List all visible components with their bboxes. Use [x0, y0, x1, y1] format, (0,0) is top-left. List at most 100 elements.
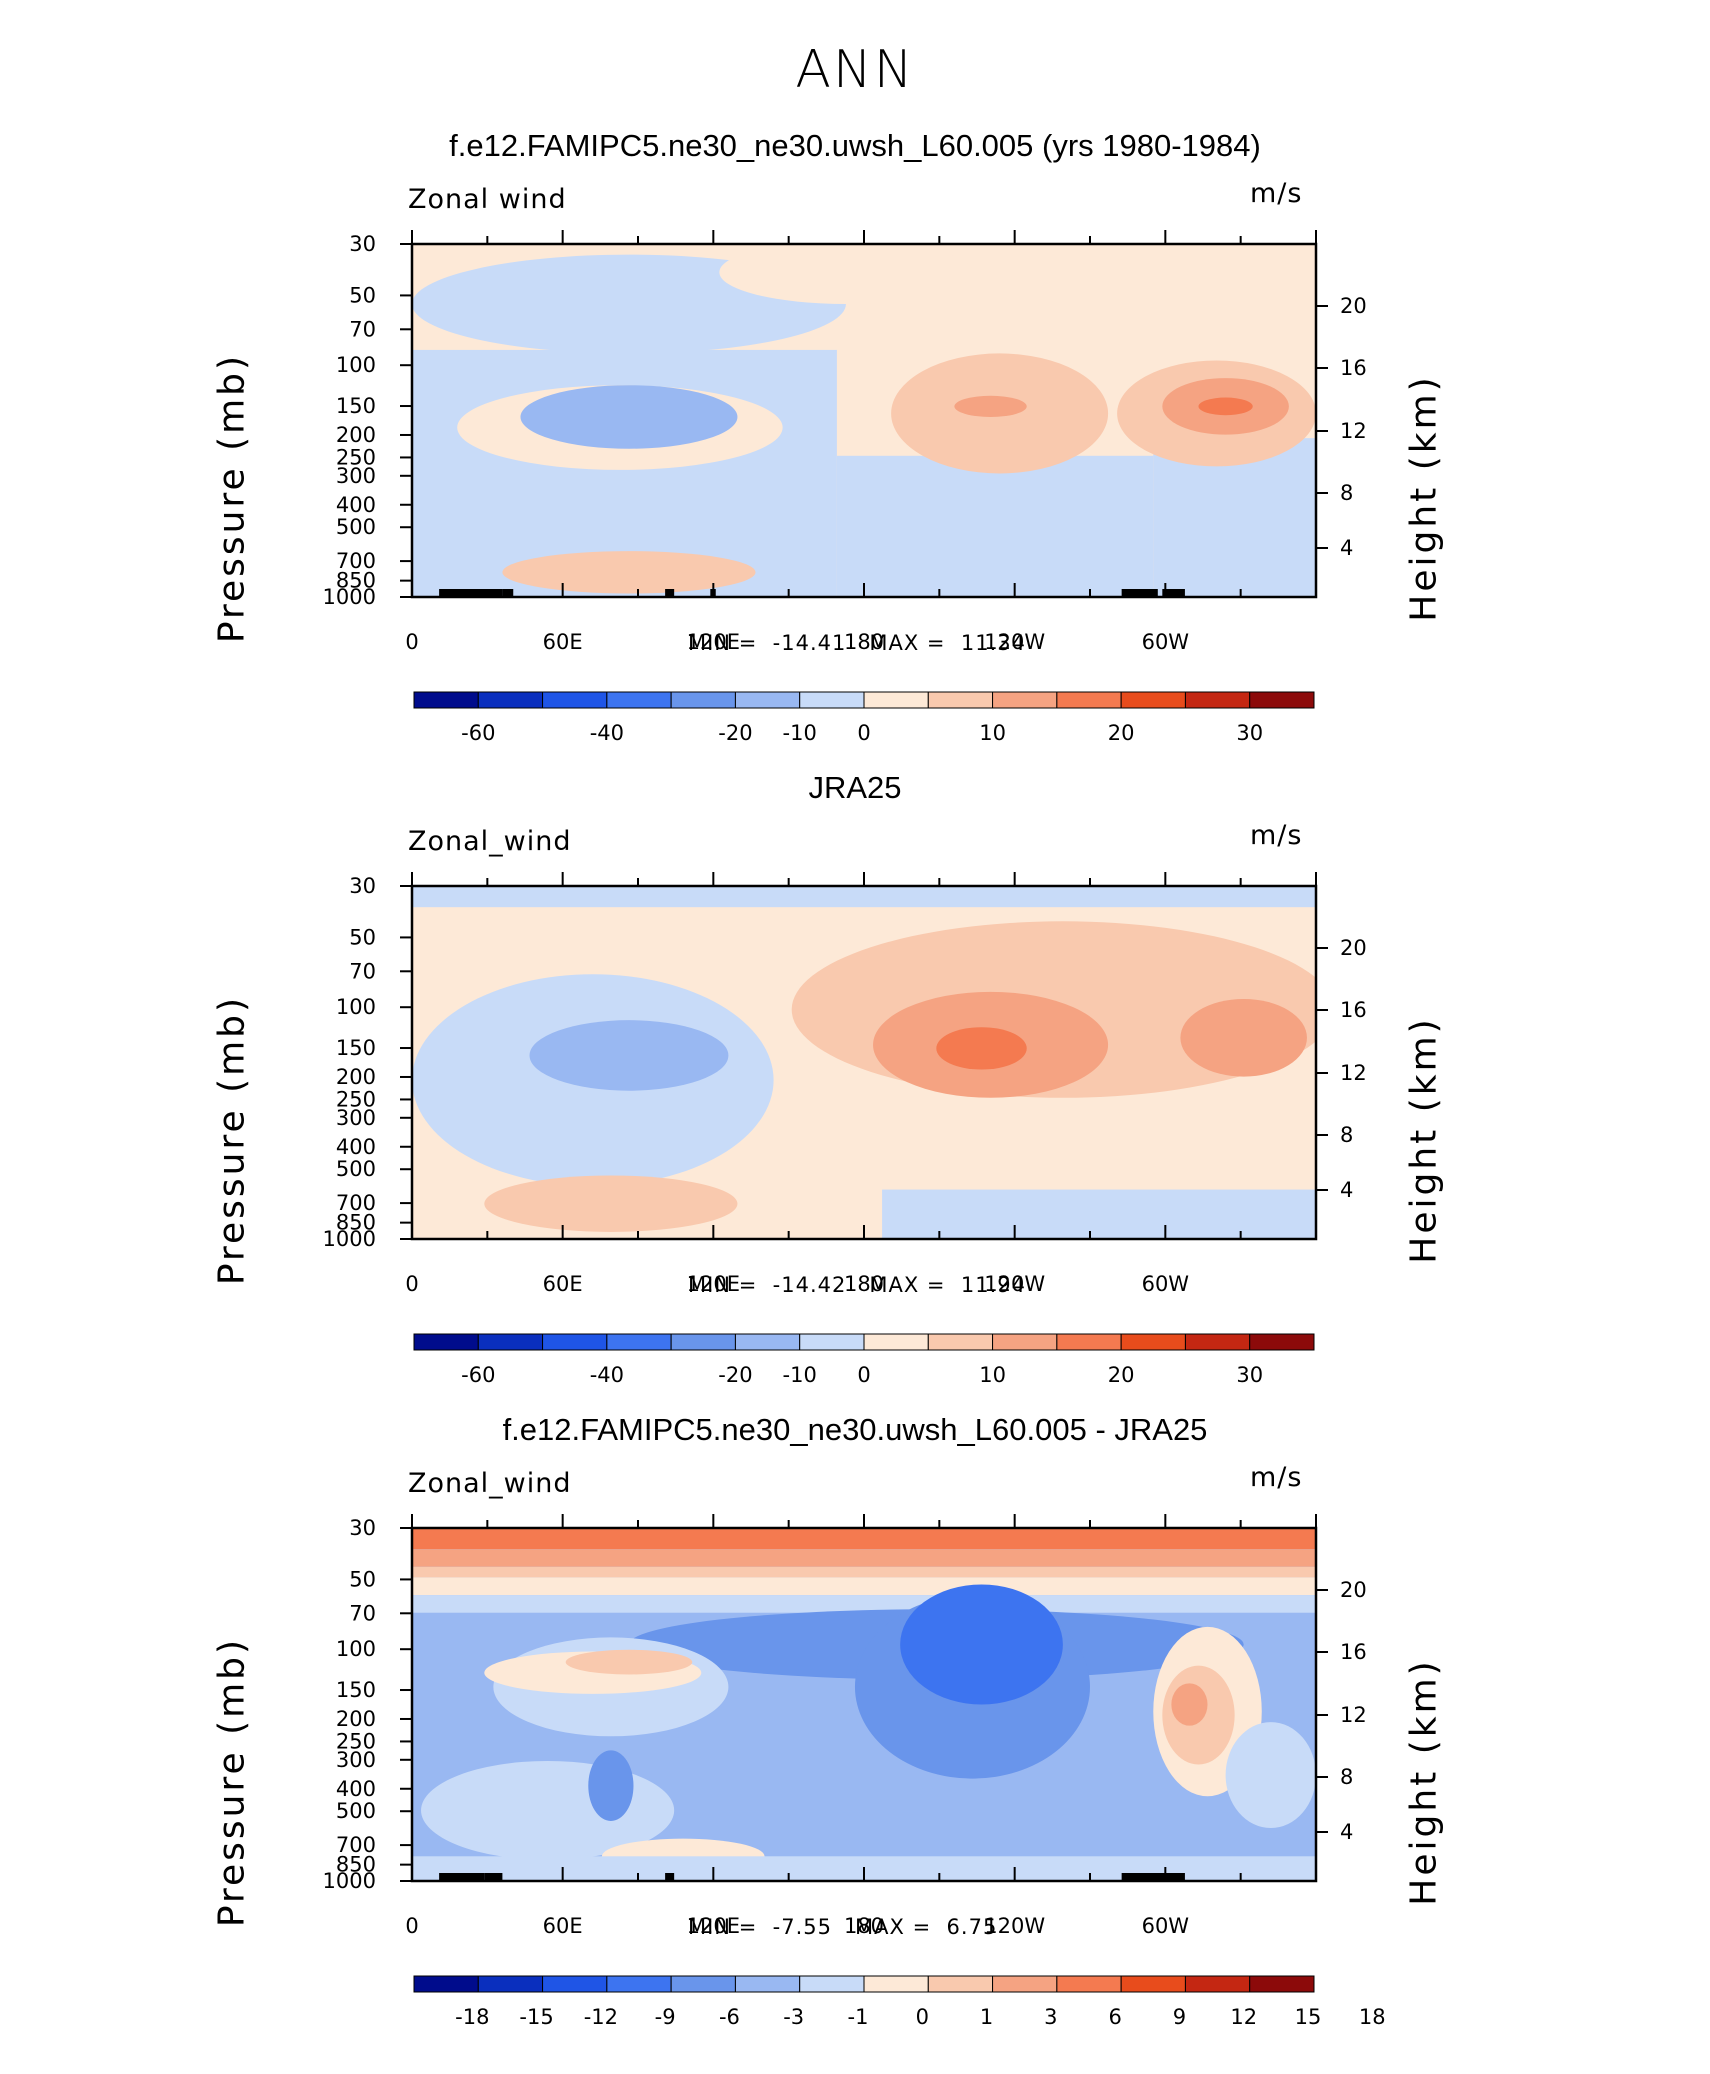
colorbar-label: 18: [1359, 2005, 1386, 2029]
min-max-stats: MIN = -14.41 MAX = 11.34: [688, 631, 1026, 655]
y-tick-label: 1000: [323, 1227, 376, 1251]
min-value: -14.41: [772, 631, 847, 655]
y-tick-label: 700: [336, 549, 376, 573]
height-tick-label: 20: [1340, 1578, 1367, 1602]
x-tick-label: 60E: [543, 630, 583, 654]
colorbar-swatch: [1249, 1333, 1315, 1351]
colorbar-swatch: [992, 691, 1058, 709]
panel-title: f.e12.FAMIPC5.ne30_ne30.uwsh_L60.005 - J…: [502, 1412, 1208, 1447]
colorbar-label: 10: [979, 721, 1006, 745]
colorbar-swatch: [1056, 691, 1122, 709]
colorbar-label: 20: [1108, 721, 1135, 745]
contour-band: [412, 886, 1316, 908]
max-label: MAX =: [855, 1915, 932, 1939]
x-tick-label: 0: [405, 1272, 418, 1296]
colorbar-swatch: [606, 691, 672, 709]
y-tick-label: 250: [336, 445, 376, 469]
x-tick-label: 120E: [687, 630, 740, 654]
land-mask: [1121, 589, 1158, 597]
contour-region: [719, 244, 973, 305]
height-tick-label: 20: [1340, 936, 1367, 960]
panel-obs: JRA25 Zonal_wind m/s Pressure (mb) Heigh…: [0, 770, 1710, 1410]
panel-model: f.e12.FAMIPC5.ne30_ne30.uwsh_L60.005 (yr…: [0, 128, 1710, 768]
y-tick-label: 500: [336, 515, 376, 539]
colorbar-swatch: [670, 691, 736, 709]
contour-fill-group: [412, 244, 1316, 597]
colorbar-swatch: [799, 1975, 865, 1993]
colorbar-label: -9: [655, 2005, 676, 2029]
y-tick-label: 850: [336, 569, 376, 593]
colorbar-label: 6: [1108, 2005, 1121, 2029]
y-tick-label: 700: [336, 1833, 376, 1857]
land-mask: [1121, 1873, 1185, 1881]
height-tick-label: 8: [1340, 481, 1353, 505]
land-mask: [439, 589, 489, 597]
colorbar-label: -20: [718, 721, 752, 745]
colorbar-swatch: [799, 691, 865, 709]
contour-band: [836, 455, 1154, 597]
land-mask: [439, 1873, 485, 1881]
x-tick-label: 60E: [543, 1914, 583, 1938]
x-tick-label: 60W: [1142, 1914, 1190, 1938]
units-label: m/s: [1250, 178, 1303, 209]
contour-region: [954, 395, 1027, 417]
contour-region: [1225, 1722, 1316, 1829]
y-tick-label: 100: [336, 995, 376, 1019]
max-label: MAX =: [869, 631, 946, 655]
height-tick-label: 4: [1340, 536, 1353, 560]
max-label: MAX =: [869, 1273, 946, 1297]
y-tick-label: 850: [336, 1211, 376, 1235]
contour-band: [412, 1595, 1316, 1613]
y-tick-label: 70: [349, 317, 376, 341]
colorbar-swatch: [670, 1333, 736, 1351]
colorbar-label: -40: [590, 1363, 624, 1387]
colorbar-swatch: [542, 1975, 608, 1993]
colorbar-label: -10: [783, 721, 817, 745]
contour-band: [412, 1577, 1316, 1596]
colorbar-swatch: [477, 691, 544, 709]
x-tick-label: 180: [844, 1914, 884, 1938]
colorbar-label: 30: [1236, 721, 1263, 745]
y-tick-label: 30: [349, 1516, 376, 1540]
min-max-stats: MIN = -14.42 MAX = 11.94: [688, 1273, 1026, 1297]
colorbar-swatch: [927, 1975, 994, 1993]
y-tick-label: 400: [336, 1135, 376, 1159]
contour-region: [529, 1020, 729, 1091]
units-label: m/s: [1250, 820, 1303, 851]
colorbar-swatch: [927, 1333, 994, 1351]
y-tick-label: 250: [336, 1087, 376, 1111]
x-tick-label: 60W: [1142, 1272, 1190, 1296]
contour-plot: 0 60E 120E 180 120W 60W3050701001502002503004…: [323, 230, 1367, 745]
colorbar-swatch: [1056, 1333, 1122, 1351]
max-value: 11.34: [960, 631, 1027, 655]
contour-region: [1180, 998, 1307, 1077]
x-tick-label: 180: [844, 630, 884, 654]
colorbar-swatch: [863, 1333, 929, 1351]
y-tick-label: 30: [349, 874, 376, 898]
contour-band: [412, 1549, 1316, 1567]
height-tick-label: 12: [1340, 1061, 1367, 1085]
height-tick-label: 12: [1340, 1703, 1367, 1727]
colorbar-label: -60: [461, 721, 495, 745]
colorbar-swatch: [1184, 1975, 1251, 1993]
contour-region: [565, 1649, 693, 1675]
colorbar-swatch: [734, 1975, 801, 1993]
colorbar-label: 3: [1044, 2005, 1057, 2029]
x-tick-label: 180: [844, 1272, 884, 1296]
x-tick-label: 60W: [1142, 630, 1190, 654]
y-tick-label: 150: [336, 1678, 376, 1702]
height-tick-label: 4: [1340, 1178, 1353, 1202]
colorbar-swatch: [1120, 1333, 1186, 1351]
colorbar-swatch: [1184, 691, 1251, 709]
colorbar-swatch: [1249, 1975, 1315, 1993]
colorbar-label: 0: [916, 2005, 929, 2029]
colorbar-swatch: [863, 691, 929, 709]
colorbar-label: 10: [979, 1363, 1006, 1387]
y-tick-label: 100: [336, 353, 376, 377]
height-tick-label: 8: [1340, 1765, 1353, 1789]
height-tick-label: 20: [1340, 294, 1367, 318]
colorbar-swatch: [606, 1975, 672, 1993]
colorbar-swatch: [992, 1333, 1058, 1351]
x-tick-label: 120E: [687, 1914, 740, 1938]
y-tick-label: 1000: [323, 1869, 376, 1893]
